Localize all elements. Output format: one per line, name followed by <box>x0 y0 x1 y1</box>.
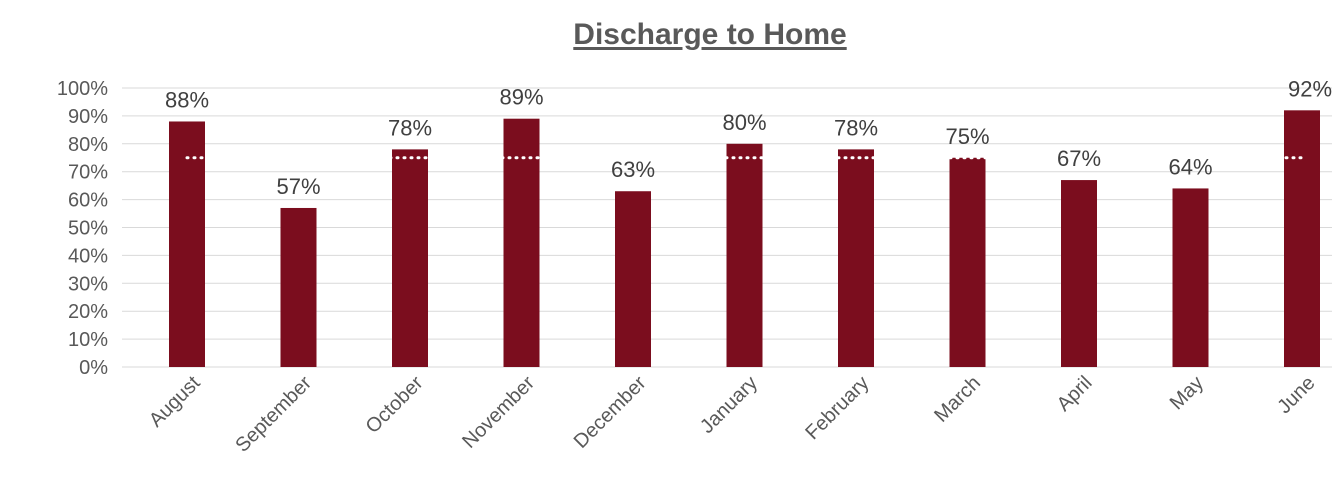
x-category-label: September <box>231 372 316 457</box>
bar-february <box>838 149 874 367</box>
y-tick-label: 60% <box>68 190 108 212</box>
x-category-label: February <box>801 372 873 444</box>
y-tick-label: 90% <box>68 106 108 128</box>
x-category-label: June <box>1273 372 1319 418</box>
data-labels: 88% 57% 78% 89% 63% 80% 78% 75% 67% 64% 92% <box>165 76 1332 199</box>
x-axis-categories: August September October November December Ja… <box>145 372 1320 457</box>
data-label: 80% <box>722 110 766 135</box>
bar-august <box>169 121 205 367</box>
bar-march <box>949 157 986 367</box>
data-label: 64% <box>1168 154 1212 179</box>
x-category-label: October <box>362 372 428 438</box>
y-tick-label: 0% <box>79 357 108 379</box>
x-category-label: August <box>145 372 205 432</box>
bar-november <box>503 118 540 367</box>
y-axis-ticks: 0% 10% 20% 30% 40% 50% 60% 70% 80% 90% 100% <box>57 78 108 379</box>
y-tick-label: 30% <box>68 273 108 295</box>
y-tick-label: 20% <box>68 301 108 323</box>
y-tick-label: 50% <box>68 218 108 240</box>
data-label: 78% <box>834 115 878 140</box>
data-label: 92% <box>1288 76 1332 101</box>
x-category-label: May <box>1166 372 1208 414</box>
data-label: 78% <box>388 115 432 140</box>
data-label: 63% <box>611 157 655 182</box>
y-tick-label: 80% <box>68 134 108 156</box>
x-category-label: November <box>458 372 539 453</box>
data-label: 57% <box>276 174 320 199</box>
bar-june <box>1284 110 1320 367</box>
bar-october <box>392 149 428 367</box>
x-category-label: January <box>696 372 762 438</box>
x-category-label: March <box>930 372 985 427</box>
data-label: 89% <box>499 85 543 110</box>
data-label: 88% <box>165 87 209 112</box>
y-tick-label: 70% <box>68 162 108 184</box>
x-category-label: December <box>570 372 651 453</box>
chart-title: Discharge to Home <box>573 18 847 51</box>
bar-may <box>1172 188 1209 367</box>
bars <box>169 110 1320 367</box>
bar-april <box>1061 180 1097 367</box>
y-tick-label: 100% <box>57 78 108 100</box>
bar-september <box>280 207 317 367</box>
bar-january <box>726 143 763 367</box>
y-tick-label: 10% <box>68 329 108 351</box>
data-label: 67% <box>1057 146 1101 171</box>
data-label: 75% <box>945 124 989 149</box>
x-category-label: April <box>1053 372 1097 416</box>
y-tick-label: 40% <box>68 245 108 267</box>
bar-december <box>615 191 651 367</box>
